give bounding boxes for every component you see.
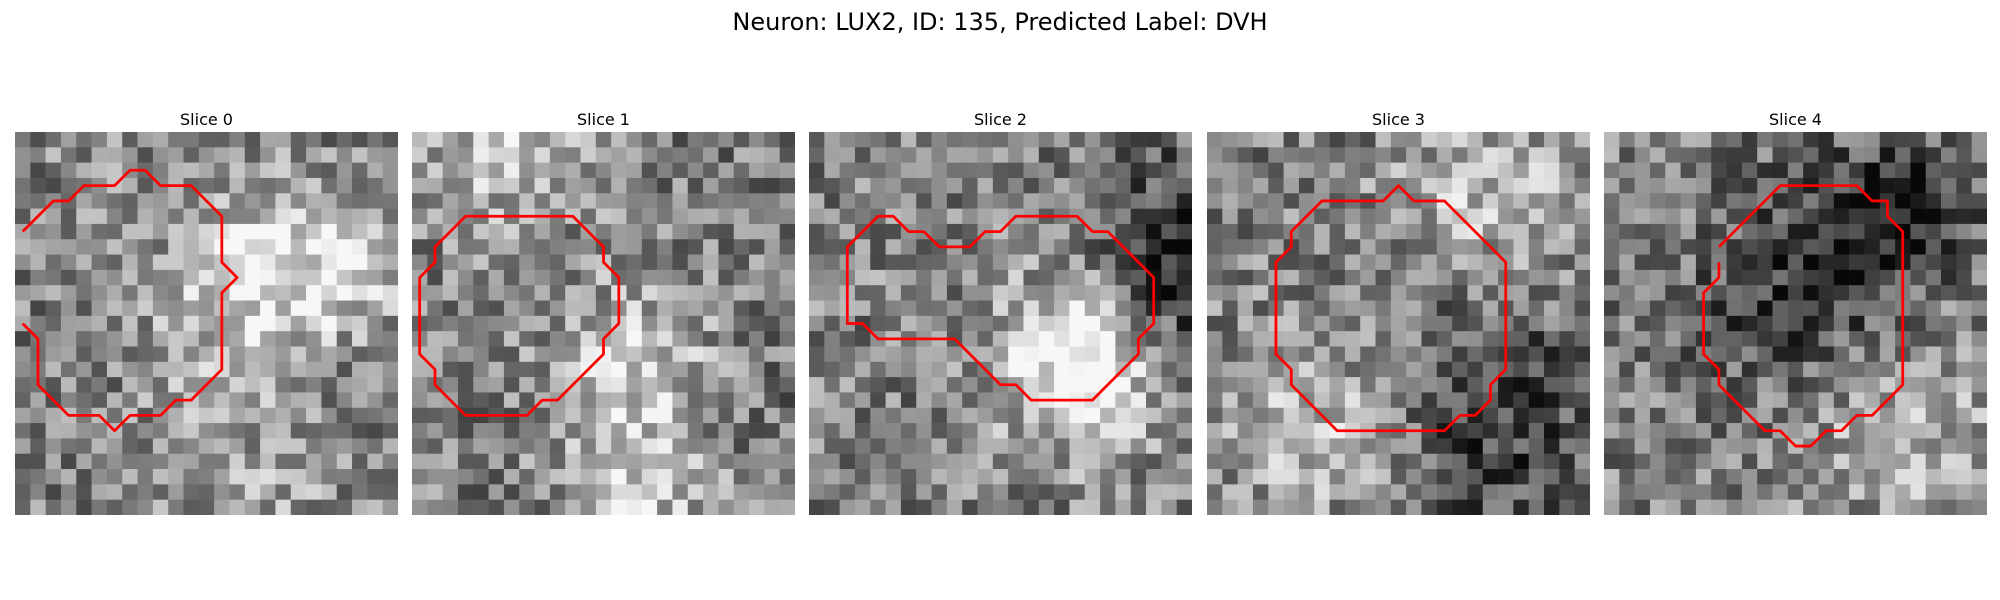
slice-canvas [1207, 132, 1590, 515]
slice-image [15, 132, 398, 515]
roi-contour [1274, 184, 1508, 433]
slice-image [1207, 132, 1590, 515]
slice-title: Slice 3 [1372, 110, 1425, 129]
pixel-texture [809, 132, 1192, 515]
slice-canvas [15, 132, 398, 515]
slice-image [1604, 132, 1987, 515]
slice-canvas [809, 132, 1192, 515]
slice-title: Slice 2 [974, 110, 1027, 129]
roi-contour [418, 214, 621, 417]
pixel-texture [412, 132, 795, 515]
slice-panel-1: Slice 1 [412, 108, 795, 515]
figure-title: Neuron: LUX2, ID: 135, Predicted Label: … [732, 8, 1268, 36]
slice-panel-0: Slice 0 [15, 108, 398, 515]
roi-contour [1702, 184, 1905, 448]
slice-title: Slice 0 [180, 110, 233, 129]
slice-canvas [1604, 132, 1987, 515]
pixel-texture [1604, 132, 1987, 515]
slice-title: Slice 1 [577, 110, 630, 129]
pixel-texture [1207, 132, 1590, 515]
slice-panel-2: Slice 2 [809, 108, 1192, 515]
slice-canvas [412, 132, 795, 515]
slice-title: Slice 4 [1769, 110, 1822, 129]
slice-panel-4: Slice 4 [1604, 108, 1987, 515]
roi-contour [845, 214, 1156, 402]
roi-contour [21, 168, 239, 433]
slice-image [412, 132, 795, 515]
slice-image [809, 132, 1192, 515]
pixel-texture [15, 132, 398, 515]
slice-panel-3: Slice 3 [1207, 108, 1590, 515]
